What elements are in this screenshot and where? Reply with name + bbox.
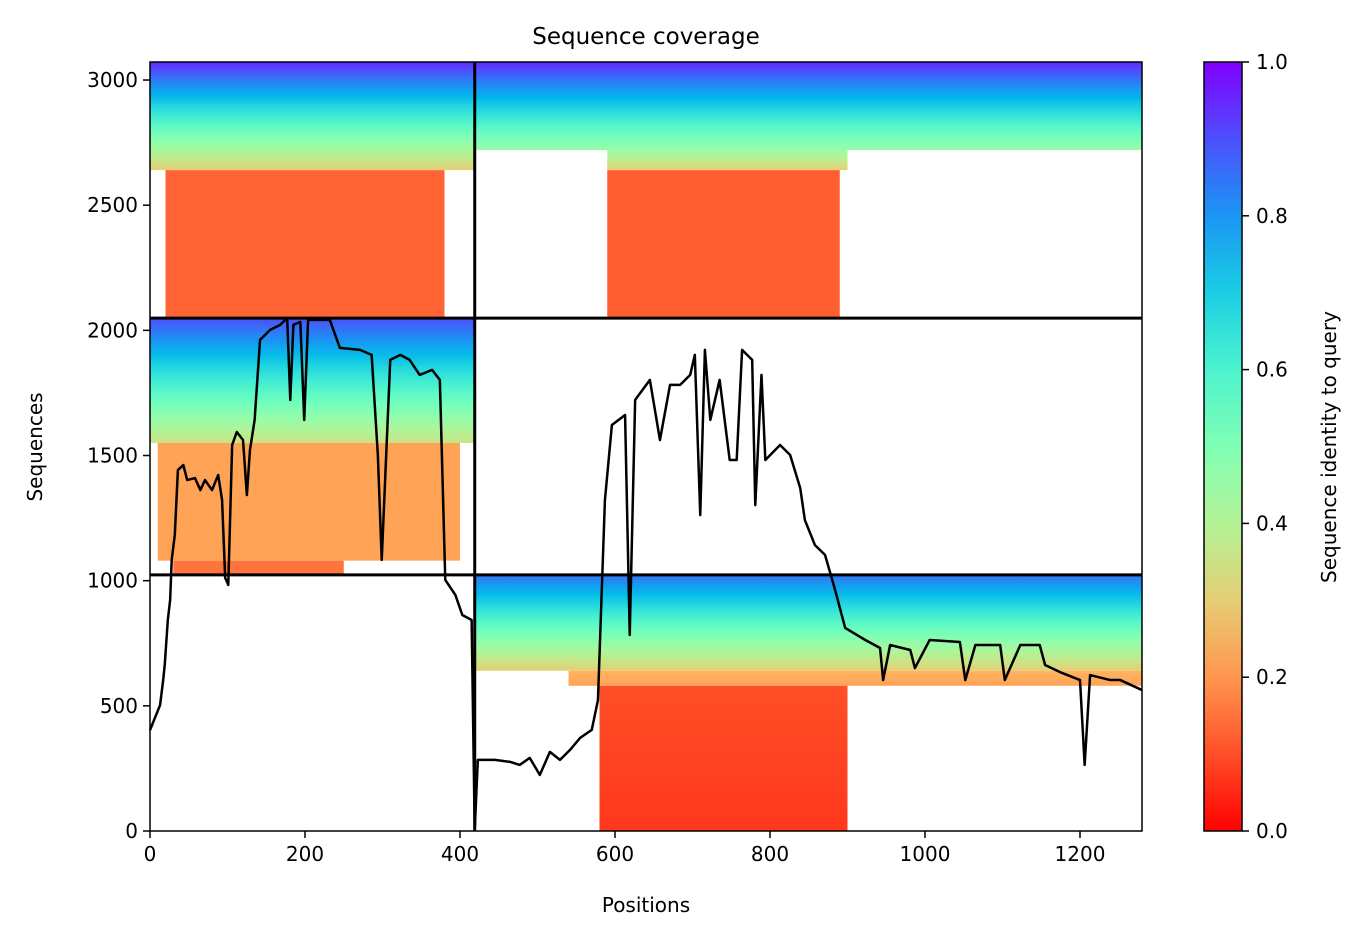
chart-title: Sequence coverage xyxy=(532,24,760,50)
coverage-block xyxy=(607,150,848,171)
coverage-block xyxy=(150,318,475,443)
x-axis-label: Positions xyxy=(602,893,690,917)
coverage-line xyxy=(148,316,1143,832)
coverage-block xyxy=(165,170,445,319)
y-tick-label: 1500 xyxy=(87,444,138,468)
coverage-block xyxy=(173,560,344,575)
y-tick-label: 500 xyxy=(100,694,138,718)
coverage-block xyxy=(474,574,1143,671)
y-tick-label: 2500 xyxy=(87,193,138,217)
plot-frame xyxy=(149,61,1143,832)
x-tick-label: 1200 xyxy=(1055,842,1106,866)
y-axis-label: Sequences xyxy=(23,392,47,501)
coverage-block xyxy=(150,62,475,171)
colorbar-tick-label: 0.2 xyxy=(1256,665,1288,689)
colorbar-tick-label: 0.0 xyxy=(1256,819,1288,843)
coverage-block xyxy=(599,685,848,831)
colorbar-tick-label: 0.4 xyxy=(1256,511,1288,535)
colorbar-tick-label: 0.8 xyxy=(1256,204,1288,228)
y-tick-label: 0 xyxy=(125,819,138,843)
x-tick-label: 400 xyxy=(441,842,479,866)
x-tick-label: 600 xyxy=(596,842,634,866)
x-tick-label: 800 xyxy=(751,842,789,866)
colorbar-tick-label: 0.6 xyxy=(1256,358,1288,382)
coverage-block xyxy=(157,442,460,561)
y-tick-label: 2000 xyxy=(87,318,138,342)
colorbar-label: Sequence identity to query xyxy=(1317,311,1341,583)
colorbar-tick-label: 1.0 xyxy=(1256,50,1288,74)
x-tick-label: 200 xyxy=(286,842,324,866)
coverage-block xyxy=(474,62,1143,151)
colorbar xyxy=(1203,61,1243,832)
x-tick-label: 1000 xyxy=(900,842,951,866)
coverage-block xyxy=(607,170,840,319)
y-tick-label: 1000 xyxy=(87,569,138,593)
y-tick-label: 3000 xyxy=(87,68,138,92)
x-tick-label: 0 xyxy=(144,842,157,866)
coverage-block xyxy=(568,670,1142,686)
